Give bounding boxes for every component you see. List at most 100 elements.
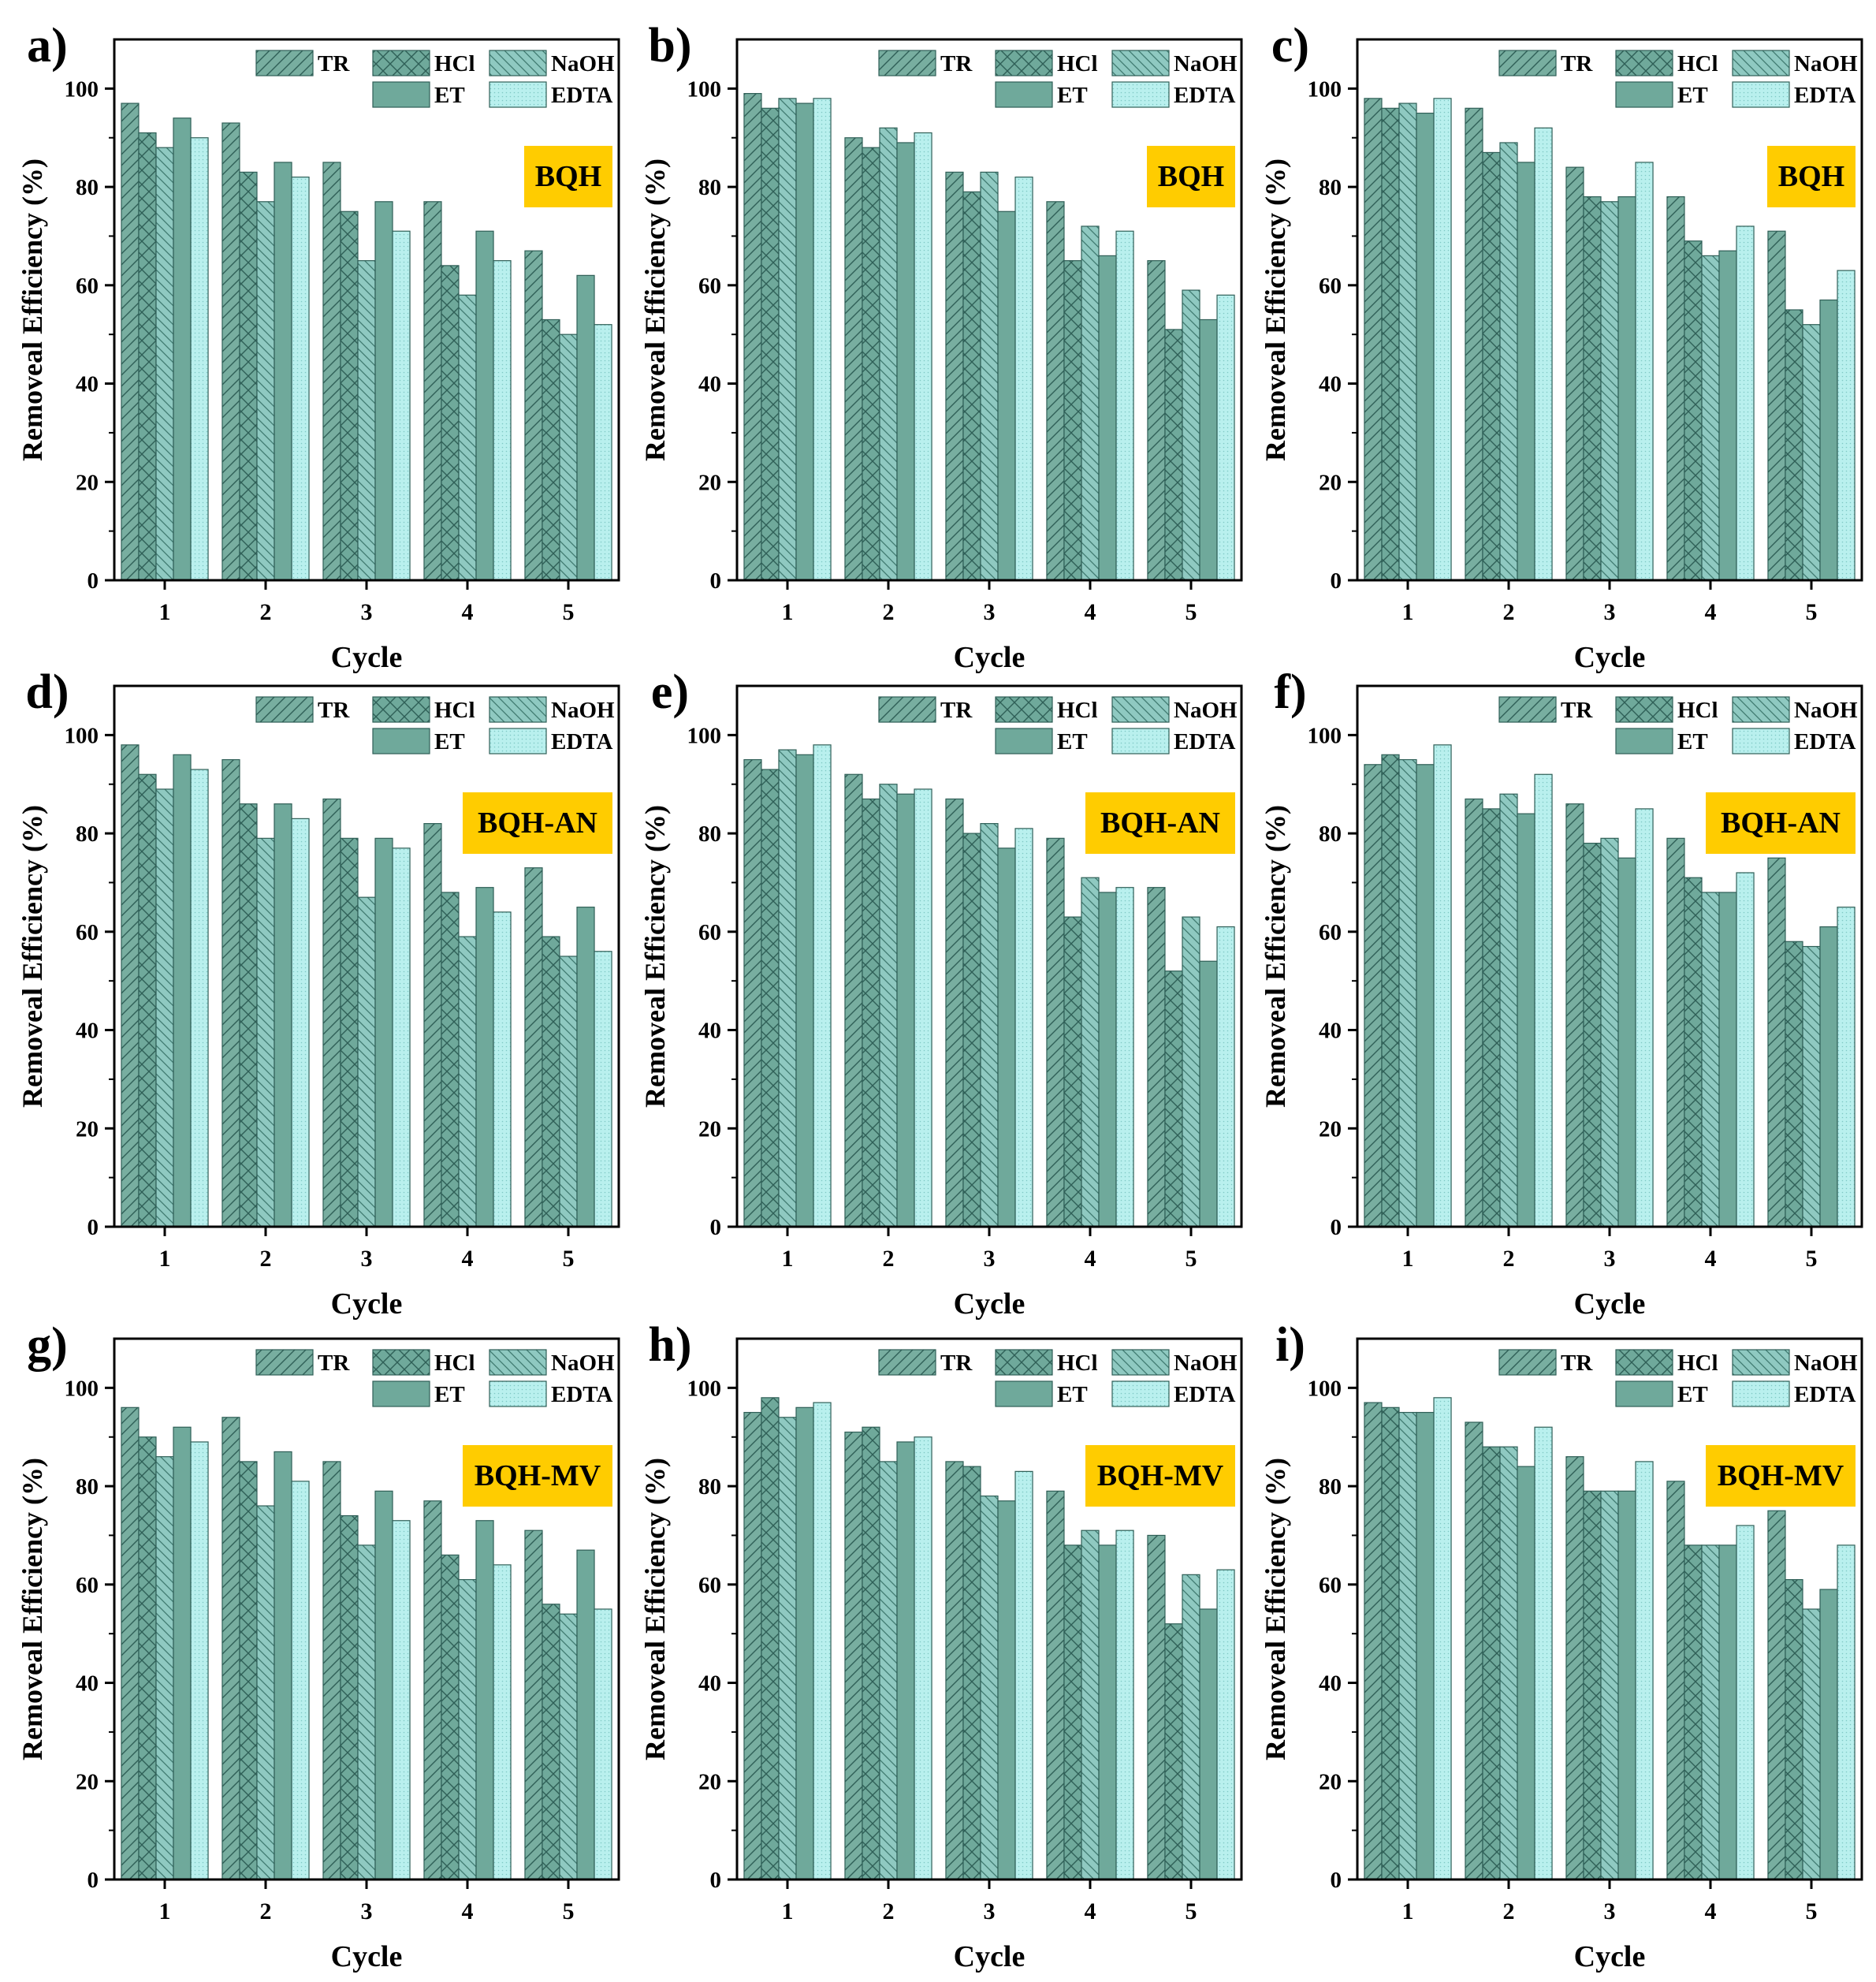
bars bbox=[743, 92, 1235, 581]
bar-naoh-cycle-2 bbox=[256, 837, 275, 1228]
bar-hcl-cycle-2 bbox=[239, 803, 258, 1228]
bar-et-cycle-4 bbox=[1098, 255, 1117, 581]
chart-panel-5: 0 20 40 60 80 100 1 2 3 4 5 Cycle Removeal Efficienc… bbox=[1260, 665, 1863, 1321]
x-tick-label: 4 bbox=[462, 1898, 474, 1924]
y-tick-label: 80 bbox=[76, 175, 99, 200]
bar-naoh-cycle-2 bbox=[879, 1461, 898, 1880]
legend-label-hcl: HCl bbox=[1057, 1351, 1098, 1376]
bar-et-cycle-2 bbox=[1517, 813, 1535, 1228]
legend-label-hcl: HCl bbox=[434, 1351, 475, 1376]
legend-label-edta: EDTA bbox=[1174, 729, 1235, 754]
bar-hcl-cycle-1 bbox=[1381, 1406, 1400, 1880]
bar-hcl-cycle-3 bbox=[340, 1514, 359, 1880]
bar-edta-cycle-4 bbox=[1736, 1525, 1755, 1880]
legend-label-edta: EDTA bbox=[551, 83, 612, 108]
legend-swatch-edta bbox=[489, 728, 547, 754]
bar-edta-cycle-1 bbox=[1433, 1397, 1452, 1880]
x-tick-label: 5 bbox=[1186, 1246, 1197, 1272]
bars bbox=[121, 102, 612, 581]
bar-tr-cycle-5 bbox=[1767, 857, 1786, 1228]
legend: TR HCl NaOH ET EDTA bbox=[255, 696, 615, 754]
x-tick-label: 3 bbox=[984, 1898, 996, 1924]
bar-hcl-cycle-1 bbox=[138, 773, 157, 1228]
bar-hcl-cycle-2 bbox=[862, 1426, 880, 1880]
legend-label-naoh: NaOH bbox=[551, 698, 615, 723]
bar-edta-cycle-1 bbox=[813, 98, 832, 581]
x-tick-label: 4 bbox=[1705, 1898, 1717, 1924]
bar-hcl-cycle-4 bbox=[441, 1554, 460, 1880]
legend-label-et: ET bbox=[434, 83, 465, 108]
bar-edta-cycle-2 bbox=[914, 788, 932, 1228]
material-tag: BQH-MV bbox=[475, 1459, 601, 1492]
x-tick-label: 1 bbox=[159, 1246, 171, 1272]
bar-et-cycle-1 bbox=[173, 754, 192, 1228]
y-tick-label: 0 bbox=[87, 1868, 99, 1893]
bar-et-cycle-2 bbox=[896, 1441, 915, 1880]
bar-et-cycle-3 bbox=[997, 1500, 1016, 1880]
bar-naoh-cycle-5 bbox=[1802, 1608, 1821, 1880]
x-axis-label: Cycle bbox=[331, 1287, 403, 1321]
y-tick-label: 60 bbox=[698, 274, 721, 299]
y-tick-label: 80 bbox=[76, 1474, 99, 1500]
y-tick-label: 100 bbox=[687, 76, 722, 102]
legend-label-hcl: HCl bbox=[434, 51, 475, 76]
bars bbox=[121, 744, 612, 1228]
bar-hcl-cycle-4 bbox=[1063, 916, 1082, 1228]
bar-edta-cycle-3 bbox=[392, 848, 411, 1228]
bar-hcl-cycle-5 bbox=[1785, 1578, 1803, 1880]
x-axis-label: Cycle bbox=[1574, 1940, 1646, 1973]
bar-tr-cycle-4 bbox=[1666, 196, 1685, 581]
bar-edta-cycle-4 bbox=[1736, 225, 1755, 581]
bar-hcl-cycle-1 bbox=[138, 132, 157, 581]
x-tick-label: 1 bbox=[159, 599, 171, 625]
y-tick-label: 20 bbox=[698, 1116, 721, 1142]
legend-label-naoh: NaOH bbox=[1174, 698, 1238, 723]
legend-label-naoh: NaOH bbox=[551, 51, 615, 76]
x-axis-label: Cycle bbox=[331, 641, 403, 674]
bar-hcl-cycle-4 bbox=[1063, 260, 1082, 581]
y-tick-label: 20 bbox=[1319, 1116, 1342, 1142]
legend-label-tr: TR bbox=[940, 1351, 973, 1376]
bar-tr-cycle-2 bbox=[1465, 107, 1483, 581]
y-tick-label: 40 bbox=[76, 1019, 99, 1044]
bar-tr-cycle-1 bbox=[1364, 98, 1383, 581]
legend-swatch-edta bbox=[489, 81, 547, 108]
y-axis-label: Removeal Efficiency (%) bbox=[1260, 1458, 1291, 1760]
legend: TR HCl NaOH ET EDTA bbox=[878, 1349, 1238, 1407]
legend-swatch-edta bbox=[1732, 1380, 1790, 1407]
bar-edta-cycle-5 bbox=[1837, 1544, 1856, 1880]
legend-label-et: ET bbox=[1057, 1382, 1088, 1407]
material-tag: BQH-AN bbox=[1100, 807, 1220, 840]
bar-naoh-cycle-5 bbox=[1182, 289, 1200, 581]
legend-swatch-hcl bbox=[372, 1349, 430, 1376]
y-tick-label: 40 bbox=[1319, 1019, 1342, 1044]
bar-edta-cycle-1 bbox=[190, 769, 209, 1228]
x-axis-label: Cycle bbox=[954, 641, 1025, 674]
x-tick-label: 1 bbox=[1402, 1246, 1414, 1272]
legend-label-et: ET bbox=[434, 729, 465, 754]
bar-edta-cycle-4 bbox=[493, 260, 512, 581]
y-tick-label: 40 bbox=[698, 1019, 721, 1044]
y-tick-label: 20 bbox=[1319, 470, 1342, 495]
legend-label-hcl: HCl bbox=[1677, 698, 1718, 723]
bar-hcl-cycle-3 bbox=[340, 837, 359, 1228]
bar-et-cycle-4 bbox=[1718, 1544, 1737, 1880]
x-tick-label: 3 bbox=[1604, 1246, 1616, 1272]
bar-tr-cycle-1 bbox=[121, 744, 140, 1228]
bar-et-cycle-1 bbox=[795, 1406, 814, 1880]
bar-et-cycle-5 bbox=[576, 274, 595, 581]
bar-edta-cycle-2 bbox=[291, 818, 310, 1228]
legend-label-et: ET bbox=[1057, 83, 1088, 108]
bar-et-cycle-2 bbox=[1517, 162, 1535, 581]
y-tick-label: 20 bbox=[698, 1769, 721, 1794]
bar-et-cycle-1 bbox=[1416, 764, 1435, 1228]
bar-hcl-cycle-5 bbox=[1785, 941, 1803, 1228]
chart-panel-8: 0 20 40 60 80 100 1 2 3 4 5 Cycle Removeal Efficienc… bbox=[1260, 1318, 1863, 1973]
bar-et-cycle-3 bbox=[1617, 857, 1636, 1228]
chart-panel-1: 0 20 40 60 80 100 1 2 3 4 5 Cycle Removeal Efficienc… bbox=[639, 19, 1243, 674]
bar-tr-cycle-1 bbox=[743, 758, 762, 1228]
bar-et-cycle-3 bbox=[1617, 1490, 1636, 1880]
bar-et-cycle-5 bbox=[1199, 960, 1218, 1228]
bar-tr-cycle-4 bbox=[1046, 837, 1065, 1228]
legend-label-naoh: NaOH bbox=[1794, 1351, 1858, 1376]
